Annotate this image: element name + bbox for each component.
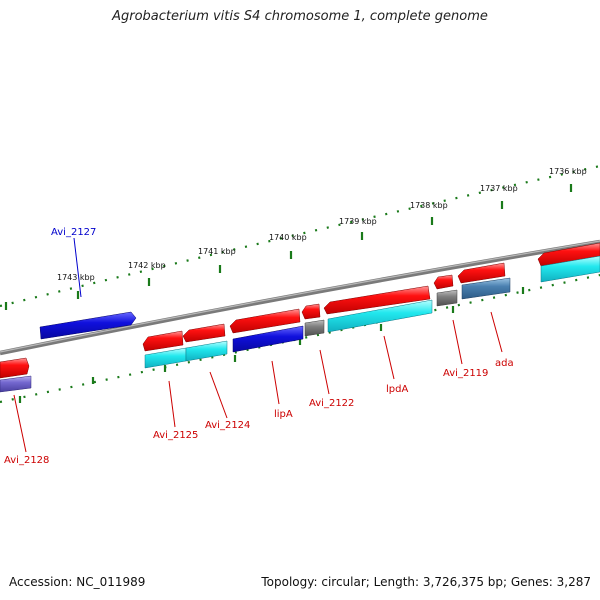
- gene-feature[interactable]: [182, 323, 226, 343]
- gene-label-avi-2119[interactable]: Avi_2119: [443, 368, 488, 379]
- leader-line: [452, 319, 463, 365]
- leader-line: [383, 335, 395, 380]
- ruler-major-ticks: [4, 184, 573, 403]
- leader-line: [209, 371, 228, 419]
- gene-label-lpda[interactable]: lpdA: [386, 384, 408, 395]
- gene-feature[interactable]: [540, 255, 600, 283]
- gene-label-avi-2124[interactable]: Avi_2124: [205, 420, 250, 431]
- leader-line: [490, 311, 503, 353]
- gene-feature[interactable]: [0, 375, 32, 393]
- gene-feature[interactable]: [433, 274, 454, 290]
- ruler-label: 1740 kbp: [269, 233, 307, 242]
- ruler-label: 1741 kbp: [198, 247, 236, 256]
- ruler-label: 1737 kbp: [480, 184, 518, 193]
- ruler-label: 1736 kbp: [549, 167, 587, 176]
- gene-feature[interactable]: [0, 357, 30, 379]
- gene-label-ada[interactable]: ada: [495, 358, 514, 369]
- leader-line: [168, 380, 176, 428]
- genome-backbone-highlight: [0, 240, 600, 353]
- forward-features: [0, 242, 600, 379]
- genome-backbone: [0, 239, 600, 356]
- gene-feature[interactable]: [232, 325, 304, 353]
- inner-ruler: [0, 273, 600, 404]
- gene-feature[interactable]: [142, 330, 184, 352]
- leader-line: [271, 360, 280, 405]
- ruler-label: 1743 kbp: [57, 273, 95, 282]
- gene-feature[interactable]: [301, 303, 321, 320]
- gene-label-avi-2127[interactable]: Avi_2127: [51, 227, 96, 238]
- gene-feature[interactable]: [229, 308, 301, 334]
- gene-feature[interactable]: [327, 299, 433, 333]
- gene-feature[interactable]: [461, 277, 511, 300]
- ruler-label: 1742 kbp: [128, 261, 166, 270]
- gene-feature[interactable]: [304, 319, 325, 337]
- gene-label-avi-2125[interactable]: Avi_2125: [153, 430, 198, 441]
- gene-label-avi-2128[interactable]: Avi_2128: [4, 455, 49, 466]
- ruler-label: 1739 kbp: [339, 217, 377, 226]
- label-leaders: [13, 237, 503, 453]
- gene-label-avi-2122[interactable]: Avi_2122: [309, 398, 354, 409]
- gene-feature[interactable]: [436, 289, 458, 307]
- ruler-label: 1738 kbp: [410, 201, 448, 210]
- map-title: Agrobacterium vitis S4 chromosome 1, com…: [112, 9, 488, 24]
- gene-label-lipa[interactable]: lipA: [274, 409, 293, 420]
- outer-ruler: [0, 164, 600, 308]
- accession-text: Accession: NC_011989: [9, 575, 146, 589]
- leader-line: [319, 349, 330, 395]
- gene-feature[interactable]: [185, 340, 228, 362]
- genome-summary-text: Topology: circular; Length: 3,726,375 bp…: [261, 575, 591, 589]
- gene-feature[interactable]: [457, 262, 506, 284]
- gene-feature[interactable]: [323, 285, 431, 315]
- leader-line: [73, 237, 82, 298]
- reverse-features: [0, 255, 600, 393]
- gene-feature[interactable]: [39, 311, 137, 340]
- leader-line: [13, 394, 27, 453]
